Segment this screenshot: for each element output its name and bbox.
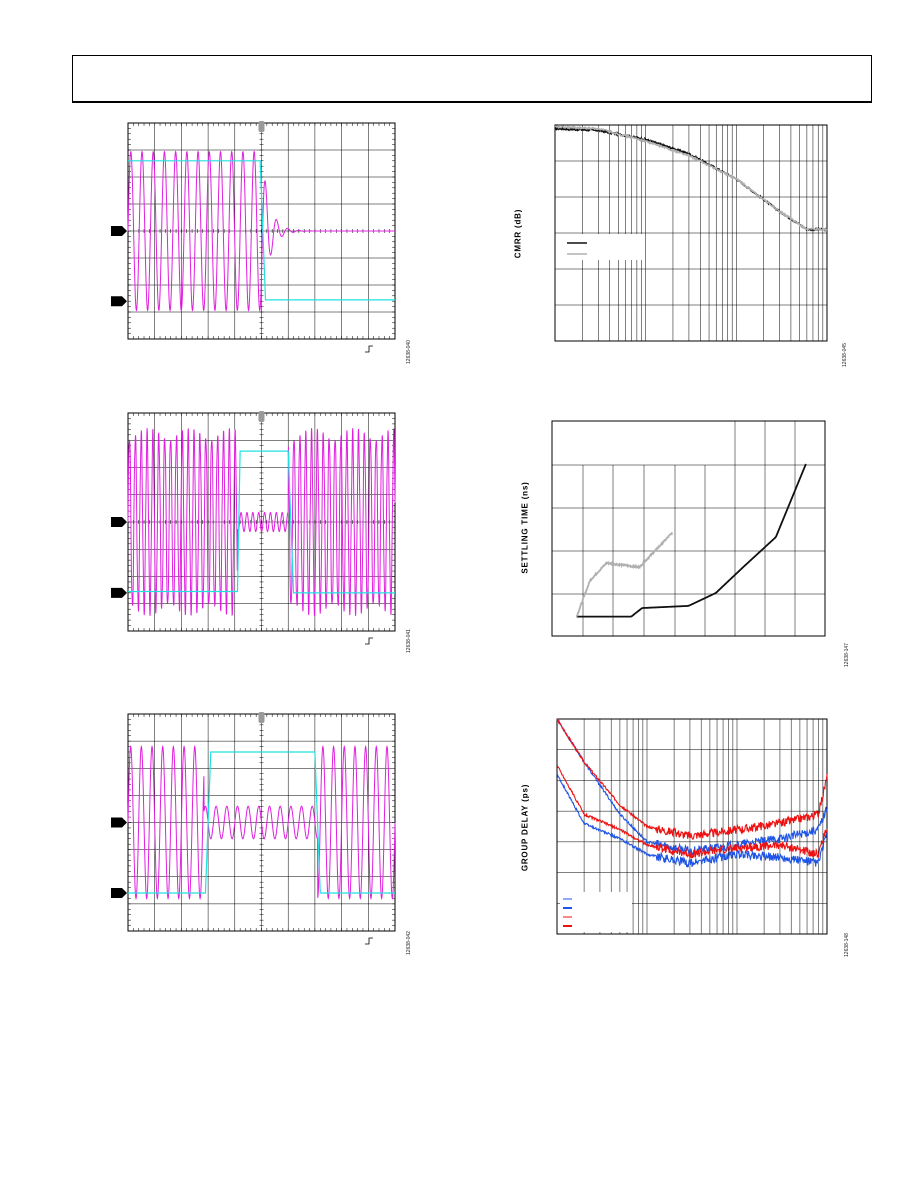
fig-id-scope-3: 12638-042 — [406, 931, 412, 955]
legend-box — [563, 234, 643, 260]
group-delay-ylabel: GROUP DELAY (ps) — [520, 783, 530, 872]
magenta-waveform — [127, 744, 396, 901]
magenta-waveform — [127, 427, 396, 617]
channel-1-marker-icon — [111, 817, 127, 828]
trigger-marker-icon — [258, 121, 265, 132]
channel-1-marker-icon — [111, 517, 127, 527]
trigger-edge-icon — [365, 345, 373, 353]
fig-id-settling: 12638-147 — [844, 643, 850, 667]
group-delay-series-2 — [556, 718, 828, 840]
group-delay-series-3 — [556, 765, 828, 860]
cyan-waveform — [128, 450, 395, 594]
fig-id-cmrr: 12638-045 — [842, 343, 848, 367]
fig-id-group-delay: 12638-148 — [844, 933, 850, 957]
settling-series-gray — [575, 532, 673, 617]
settling-series-black — [576, 463, 807, 618]
magenta-waveform — [127, 150, 395, 312]
trigger-marker-icon — [258, 411, 265, 422]
group-delay-series-0 — [556, 718, 828, 856]
settling-ylabel: SETTLING TIME (ns) — [520, 481, 530, 574]
trigger-edge-icon — [365, 937, 373, 945]
channel-2-marker-icon — [111, 587, 127, 598]
cmrr-ylabel: CMRR (dB) — [513, 208, 523, 259]
trigger-marker-icon — [258, 712, 265, 723]
channel-2-marker-icon — [111, 296, 127, 307]
page-header-box — [72, 55, 872, 103]
channel-1-marker-icon — [111, 226, 127, 236]
cyan-waveform — [128, 160, 395, 301]
group-delay-series-1 — [556, 773, 828, 868]
fig-id-scope-1: 12638-040 — [406, 340, 412, 364]
cmrr-series-gray — [554, 124, 828, 232]
channel-2-marker-icon — [111, 888, 127, 899]
fig-id-scope-2: 12638-041 — [406, 629, 412, 653]
cyan-waveform — [128, 751, 395, 894]
trigger-edge-icon — [365, 637, 373, 645]
